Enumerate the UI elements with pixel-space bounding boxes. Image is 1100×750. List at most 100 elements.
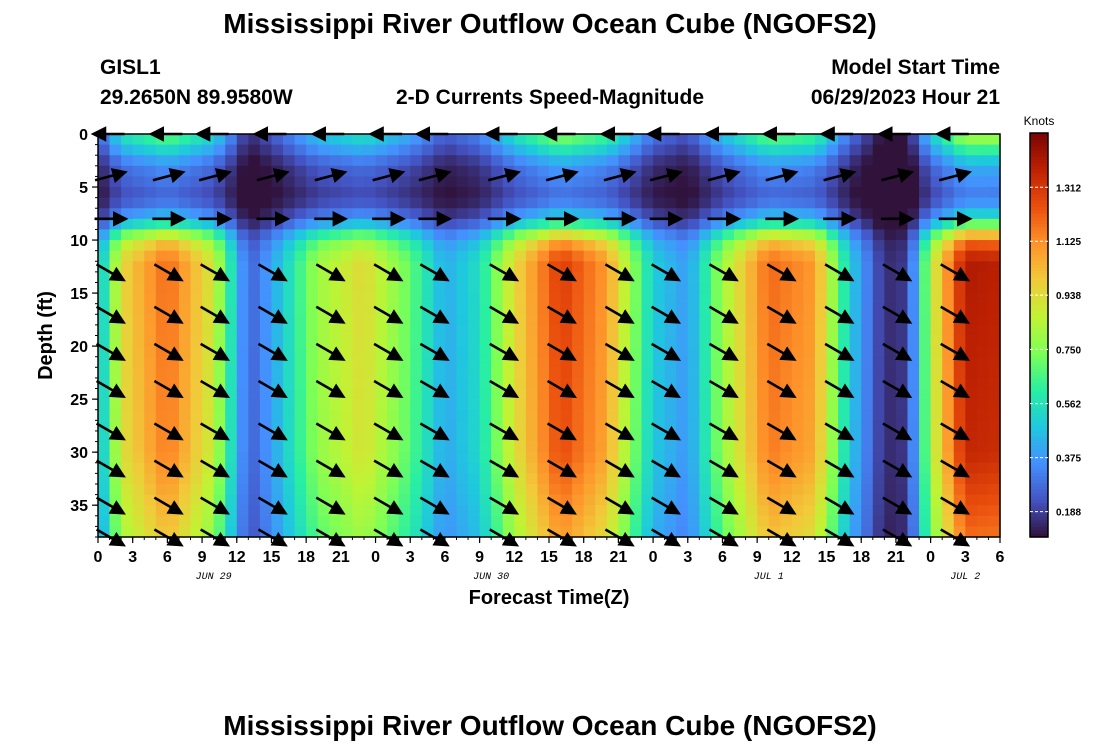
heatmap-cell — [734, 155, 747, 167]
heatmap-cell — [976, 282, 990, 294]
heatmap-cell — [791, 155, 805, 167]
heatmap-cell — [676, 505, 689, 517]
heatmap-cell — [98, 505, 111, 517]
heatmap-cell — [306, 494, 319, 506]
heatmap-cell — [803, 303, 816, 315]
heatmap-cell — [988, 229, 1001, 241]
heatmap-cell — [433, 356, 446, 368]
x-tick-label: 9 — [198, 549, 207, 566]
heatmap-cell — [340, 271, 354, 284]
heatmap-cell — [444, 155, 458, 167]
heatmap-cell — [167, 261, 180, 273]
heatmap-cell — [144, 271, 157, 284]
heatmap-cell — [456, 346, 469, 358]
heatmap-cell — [98, 367, 111, 379]
heatmap-cell — [248, 293, 261, 305]
heatmap-cell — [884, 314, 897, 326]
heatmap-cell — [236, 335, 249, 347]
heatmap-cell — [340, 515, 354, 527]
heatmap-cell — [525, 282, 539, 294]
heatmap-cell — [121, 388, 134, 400]
colorbar-segment — [1030, 358, 1048, 363]
heatmap-cell — [791, 420, 805, 432]
heatmap-cell — [676, 144, 689, 156]
colorbar-frame — [1029, 132, 1049, 538]
heatmap-cell — [734, 494, 747, 506]
heatmap-cell — [514, 505, 527, 517]
heatmap-cell — [687, 473, 700, 485]
heatmap-cell — [768, 505, 781, 517]
heatmap-cell — [895, 377, 909, 390]
heatmap-cell — [930, 324, 943, 337]
heatmap-cell — [444, 430, 458, 443]
heatmap-cell — [387, 176, 400, 188]
heatmap-cell — [549, 303, 562, 315]
heatmap-cell — [722, 229, 735, 241]
heatmap-cell — [468, 494, 481, 506]
heatmap-cell — [421, 208, 434, 220]
heatmap-cell — [699, 324, 712, 337]
x-tick-label: 21 — [609, 549, 627, 566]
heatmap-cell — [421, 240, 434, 252]
heatmap-cell — [306, 367, 319, 379]
heatmap-cell — [953, 494, 966, 506]
heatmap-cell — [456, 473, 469, 485]
heatmap-cell — [826, 293, 839, 305]
heatmap-cell — [514, 462, 527, 474]
heatmap-cell — [363, 282, 377, 294]
heatmap-cell — [641, 430, 654, 443]
heatmap-cell — [306, 165, 319, 178]
heatmap-cell — [167, 483, 180, 496]
heatmap-cell — [259, 526, 273, 538]
heatmap-cell — [248, 399, 261, 411]
heatmap-cell — [861, 314, 874, 326]
heatmap-cell — [283, 367, 296, 379]
heatmap-cell — [653, 462, 666, 474]
heatmap-cell — [606, 356, 619, 368]
current-vector-arrow — [315, 305, 346, 324]
heatmap-cell — [155, 303, 168, 315]
heatmap-cell — [213, 250, 226, 262]
heatmap-cell — [803, 187, 816, 199]
heatmap-cell — [699, 155, 712, 167]
heatmap-cell — [178, 187, 192, 199]
heatmap-cell — [283, 473, 296, 485]
heatmap-cell — [768, 335, 781, 347]
heatmap-cell — [190, 420, 203, 432]
heatmap-cell — [132, 197, 145, 209]
heatmap-cell — [814, 261, 828, 273]
heatmap-cell — [98, 388, 111, 400]
heatmap-cell — [676, 356, 689, 368]
heatmap-cell — [549, 377, 562, 390]
heatmap-cell — [178, 335, 192, 347]
heatmap-cell — [676, 346, 689, 358]
heatmap-cell — [375, 271, 388, 284]
heatmap-cell — [502, 218, 515, 231]
heatmap-cell — [132, 399, 145, 411]
heatmap-cell — [190, 452, 203, 464]
heatmap-cell — [213, 155, 226, 167]
heatmap-cell — [363, 399, 377, 411]
heatmap-cell — [236, 176, 249, 188]
heatmap-cell — [872, 377, 885, 390]
heatmap-cell — [976, 314, 990, 326]
heatmap-cell — [155, 208, 168, 220]
heatmap-cell — [456, 134, 469, 146]
heatmap-cell — [178, 462, 192, 474]
heatmap-cell — [710, 452, 724, 464]
heatmap-cell — [583, 250, 596, 262]
heatmap-cell — [549, 282, 562, 294]
heatmap-cell — [687, 409, 700, 421]
heatmap-cell — [294, 282, 307, 294]
colorbar-segment — [1030, 217, 1048, 222]
heatmap-cell — [491, 176, 504, 188]
heatmap-cell — [826, 526, 839, 538]
heatmap-cell — [225, 452, 238, 464]
heatmap-cell — [699, 293, 712, 305]
heatmap-cell — [757, 441, 770, 453]
heatmap-cell — [248, 409, 261, 421]
heatmap-cell — [132, 420, 145, 432]
heatmap-cell — [225, 494, 238, 506]
heatmap-cell — [225, 271, 238, 284]
heatmap-cell — [363, 187, 377, 199]
